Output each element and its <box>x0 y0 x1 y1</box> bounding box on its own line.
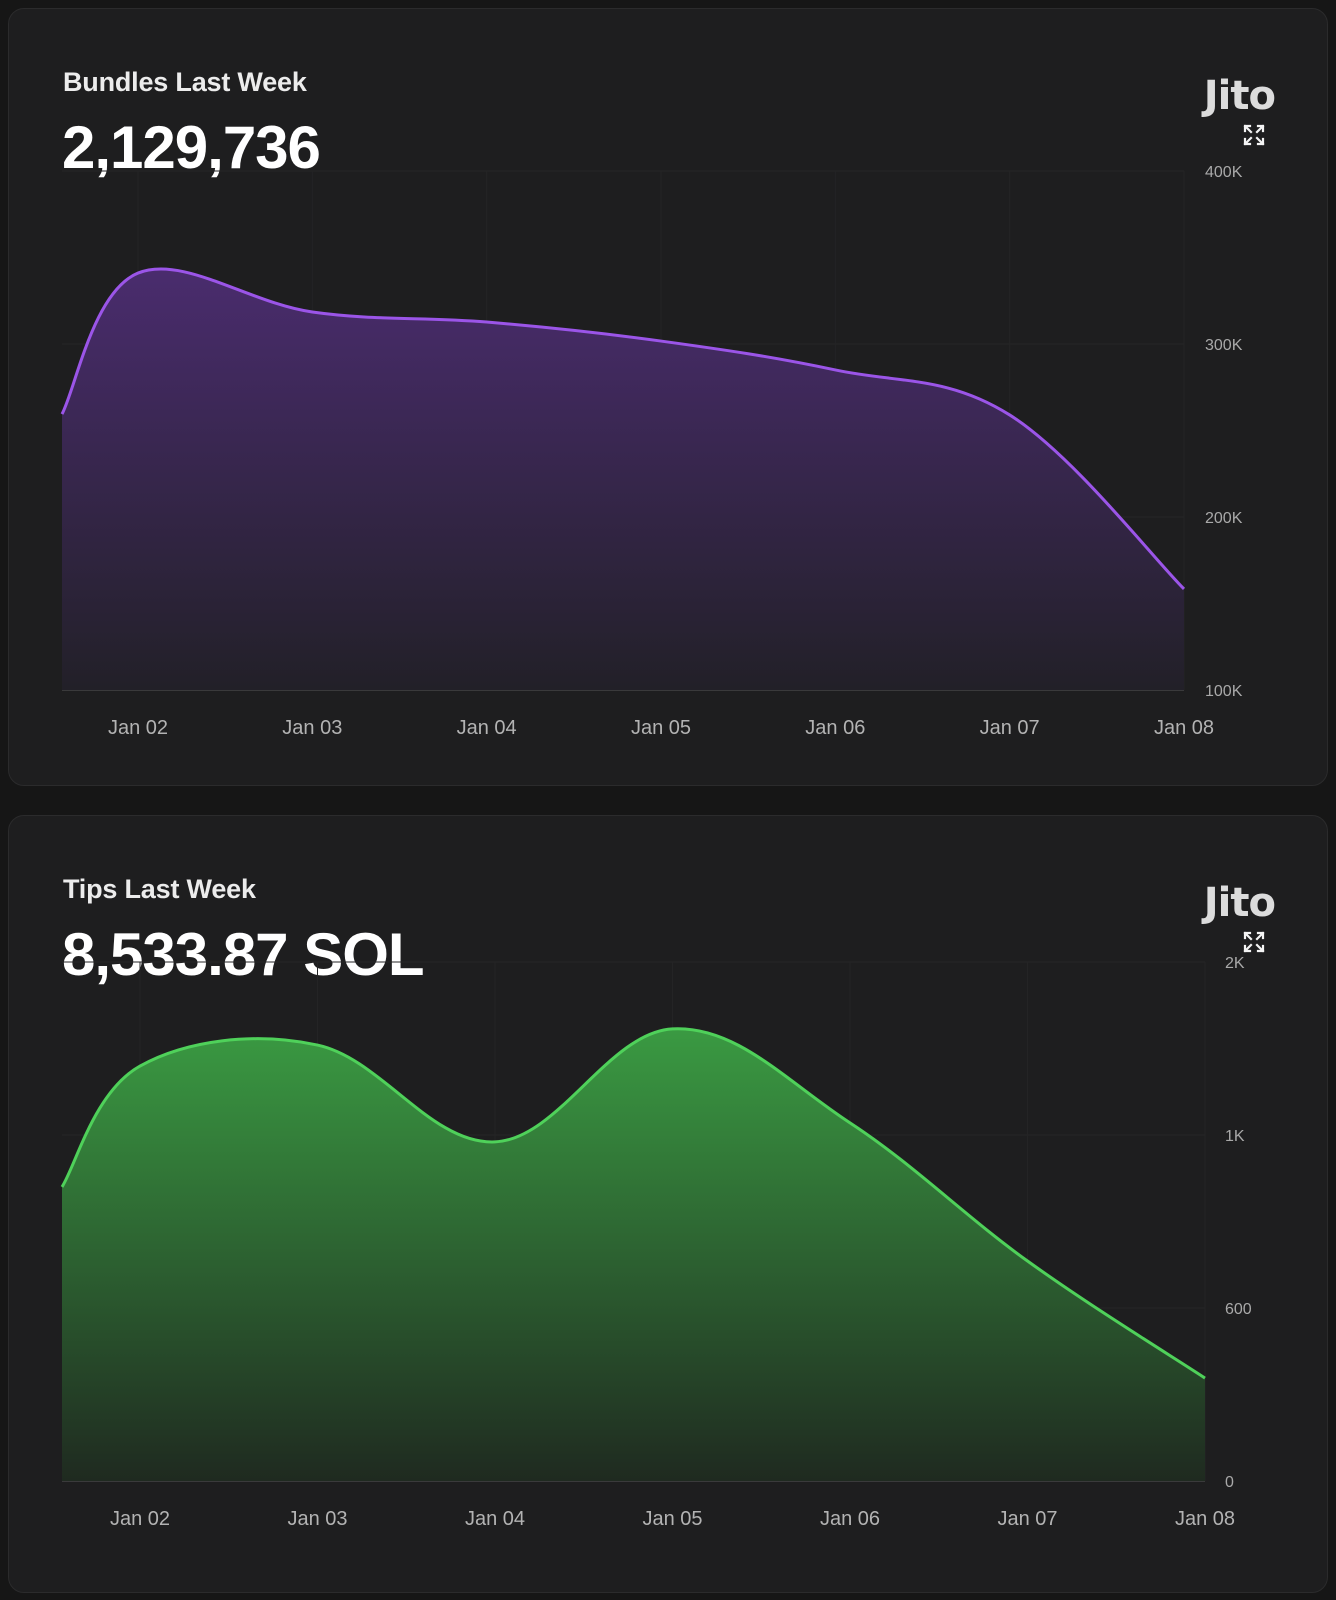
x-axis-tick: Jan 02 <box>110 1508 170 1530</box>
y-axis-tick: 0 <box>1225 1474 1234 1491</box>
tips-area-chart[interactable]: 2K 1K 600 0 Jan 02 Jan 03 Jan 04 Jan 05 Jan 06 Ja… <box>9 816 1329 1594</box>
x-axis-tick: Jan 03 <box>287 1508 347 1530</box>
card-title: Tips Last Week <box>63 874 256 904</box>
y-axis-tick: 200K <box>1205 510 1243 527</box>
y-axis-tick: 100K <box>1205 683 1243 700</box>
y-axis-tick: 400K <box>1205 164 1243 181</box>
card-title: Bundles Last Week <box>63 67 307 97</box>
y-axis-tick: 600 <box>1225 1301 1252 1318</box>
bundles-card: Bundles Last Week 2,129,736 Jito 400K 300… <box>8 8 1328 786</box>
series-line <box>60 1027 1206 1380</box>
x-axis-tick: Jan 02 <box>108 717 168 739</box>
x-axis-tick: Jan 08 <box>1154 717 1214 739</box>
jito-logo: Jito <box>1203 880 1276 926</box>
x-axis-tick: Jan 03 <box>282 717 342 739</box>
x-axis-tick: Jan 07 <box>997 1508 1057 1530</box>
jito-logo: Jito <box>1203 73 1276 119</box>
x-axis-tick: Jan 06 <box>820 1508 880 1530</box>
expand-arrows-icon[interactable] <box>1242 930 1266 954</box>
tips-card: Tips Last Week 8,533.87 SOL Jito 2K 1K 600… <box>8 815 1328 1593</box>
card-value: 8,533.87 SOL <box>62 921 425 988</box>
x-axis-tick: Jan 08 <box>1175 1508 1235 1530</box>
x-axis-tick: Jan 06 <box>805 717 865 739</box>
area-fill <box>62 268 1184 690</box>
bundles-area-chart[interactable]: 400K 300K 200K 100K Jan 02 Jan 03 Jan 04 Jan 05… <box>9 9 1329 787</box>
expand-arrows-icon[interactable] <box>1242 123 1266 147</box>
x-axis-tick: Jan 04 <box>465 1508 525 1530</box>
x-axis-tick: Jan 04 <box>457 717 517 739</box>
x-axis-tick: Jan 07 <box>980 717 1040 739</box>
area-fill <box>62 1028 1205 1481</box>
card-value: 2,129,736 <box>62 114 321 181</box>
x-axis-tick: Jan 05 <box>631 717 691 739</box>
y-axis-tick: 2K <box>1225 955 1245 972</box>
y-axis-tick: 1K <box>1225 1128 1245 1145</box>
series-line <box>60 267 1186 591</box>
y-axis-tick: 300K <box>1205 337 1243 354</box>
x-axis-tick: Jan 05 <box>642 1508 702 1530</box>
